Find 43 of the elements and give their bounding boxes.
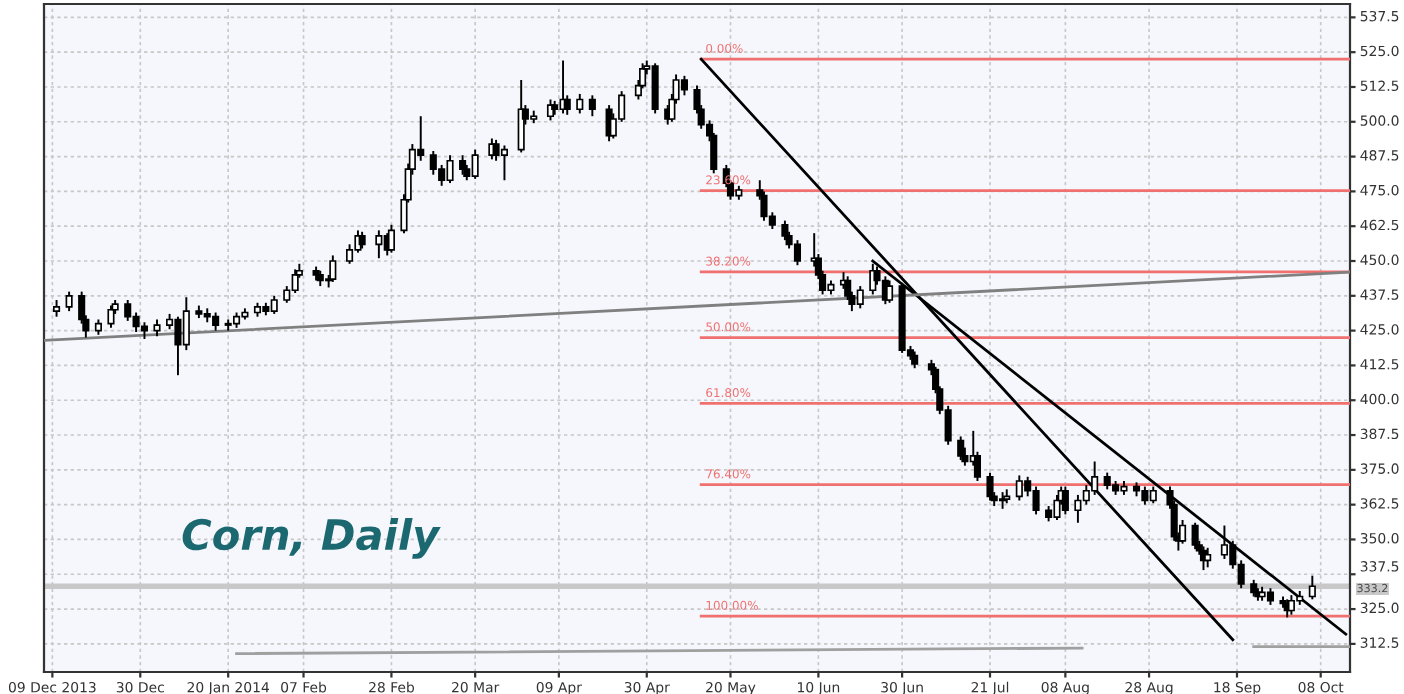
candlestick [500, 144, 509, 182]
candlestick [174, 315, 182, 377]
candlestick [65, 290, 73, 313]
candlestick [1074, 493, 1082, 524]
candlestick [1308, 574, 1316, 601]
candlestick [107, 304, 115, 329]
candlestick [375, 229, 383, 260]
candlestick [212, 311, 220, 332]
candlestick [576, 92, 584, 115]
candlestick [182, 296, 190, 352]
candlestick [1091, 460, 1099, 496]
candlestick [680, 74, 688, 97]
candlestick [1053, 493, 1061, 521]
candlestick [1141, 485, 1149, 506]
candlestick [1204, 546, 1212, 569]
candlestick [329, 254, 337, 283]
candlestick [1287, 594, 1295, 616]
candlestick [459, 154, 467, 176]
annotation: Corn, Daily [182, 518, 441, 559]
candlestick [291, 268, 299, 294]
candlestick [429, 150, 437, 176]
candlestick [471, 148, 479, 180]
candlestick [1220, 524, 1228, 560]
candlestick [1191, 521, 1199, 551]
candlestick [446, 154, 454, 185]
candlestick [124, 299, 132, 322]
candlestick [1082, 484, 1090, 506]
candlestick [417, 115, 425, 162]
candlestick [588, 94, 596, 118]
candlestick [781, 219, 789, 242]
candlestick [1061, 485, 1069, 516]
candlestick [957, 435, 965, 462]
candlestick [387, 223, 395, 254]
candlestick [885, 279, 894, 304]
candlestick [270, 294, 278, 315]
candlestick [793, 239, 802, 267]
candlestick [346, 243, 354, 265]
candlestick [986, 471, 994, 502]
candlestick [1015, 474, 1023, 502]
candlestick [651, 62, 659, 115]
candlestick [132, 311, 140, 333]
candlestick [1032, 485, 1040, 516]
candlestick [856, 285, 864, 310]
